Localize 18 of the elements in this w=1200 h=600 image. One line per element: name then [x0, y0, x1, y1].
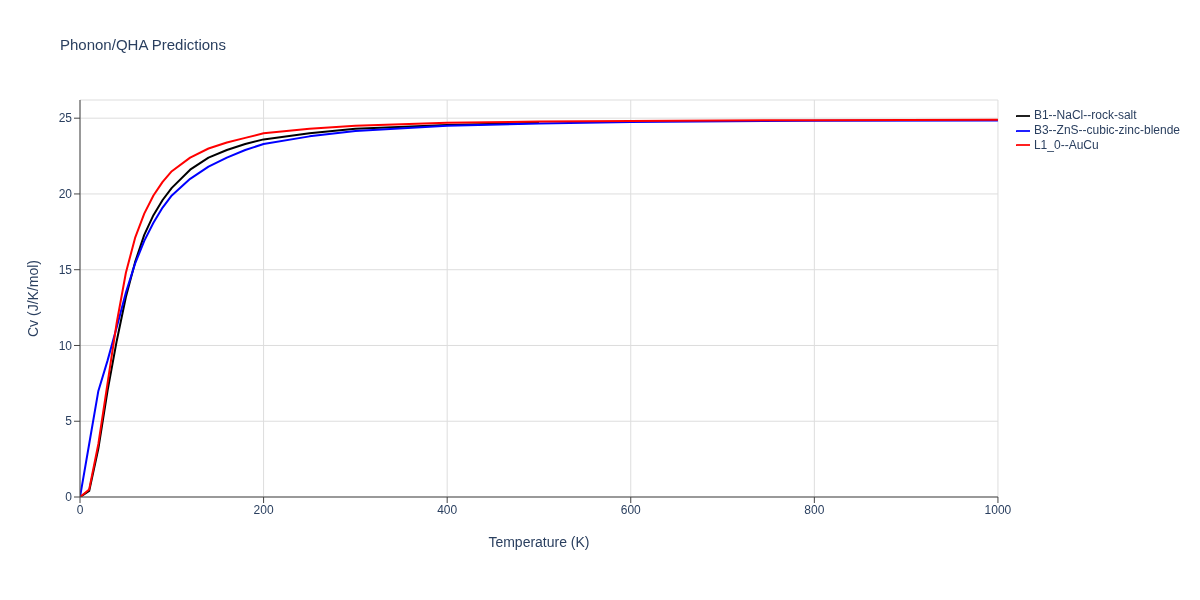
x-tick-label: 600 [620, 502, 642, 517]
y-tick-label: 10 [58, 338, 73, 353]
x-tick-label: 0 [76, 502, 84, 517]
y-tick-label: 5 [65, 414, 73, 429]
legend-label: B1--NaCl--rock-salt [1033, 108, 1137, 122]
legend-label: L1_0--AuCu [1033, 137, 1099, 152]
x-tick-label: 200 [253, 502, 274, 517]
x-tick-label: 400 [437, 502, 458, 517]
y-tick-label: 25 [58, 111, 73, 126]
y-tick-label: 15 [58, 262, 73, 277]
chart-title: Phonon/QHA Predictions [60, 36, 226, 53]
x-axis-title: Temperature (K) [488, 534, 590, 550]
y-tick-label: 0 [65, 490, 73, 505]
legend-label: B3--ZnS--cubic-zinc-blende [1033, 122, 1180, 137]
x-tick-label: 800 [804, 502, 825, 517]
y-tick-label: 20 [58, 187, 73, 202]
y-axis-title: Cv (J/K/mol) [24, 260, 41, 337]
x-tick-label: 1000 [984, 502, 1012, 517]
